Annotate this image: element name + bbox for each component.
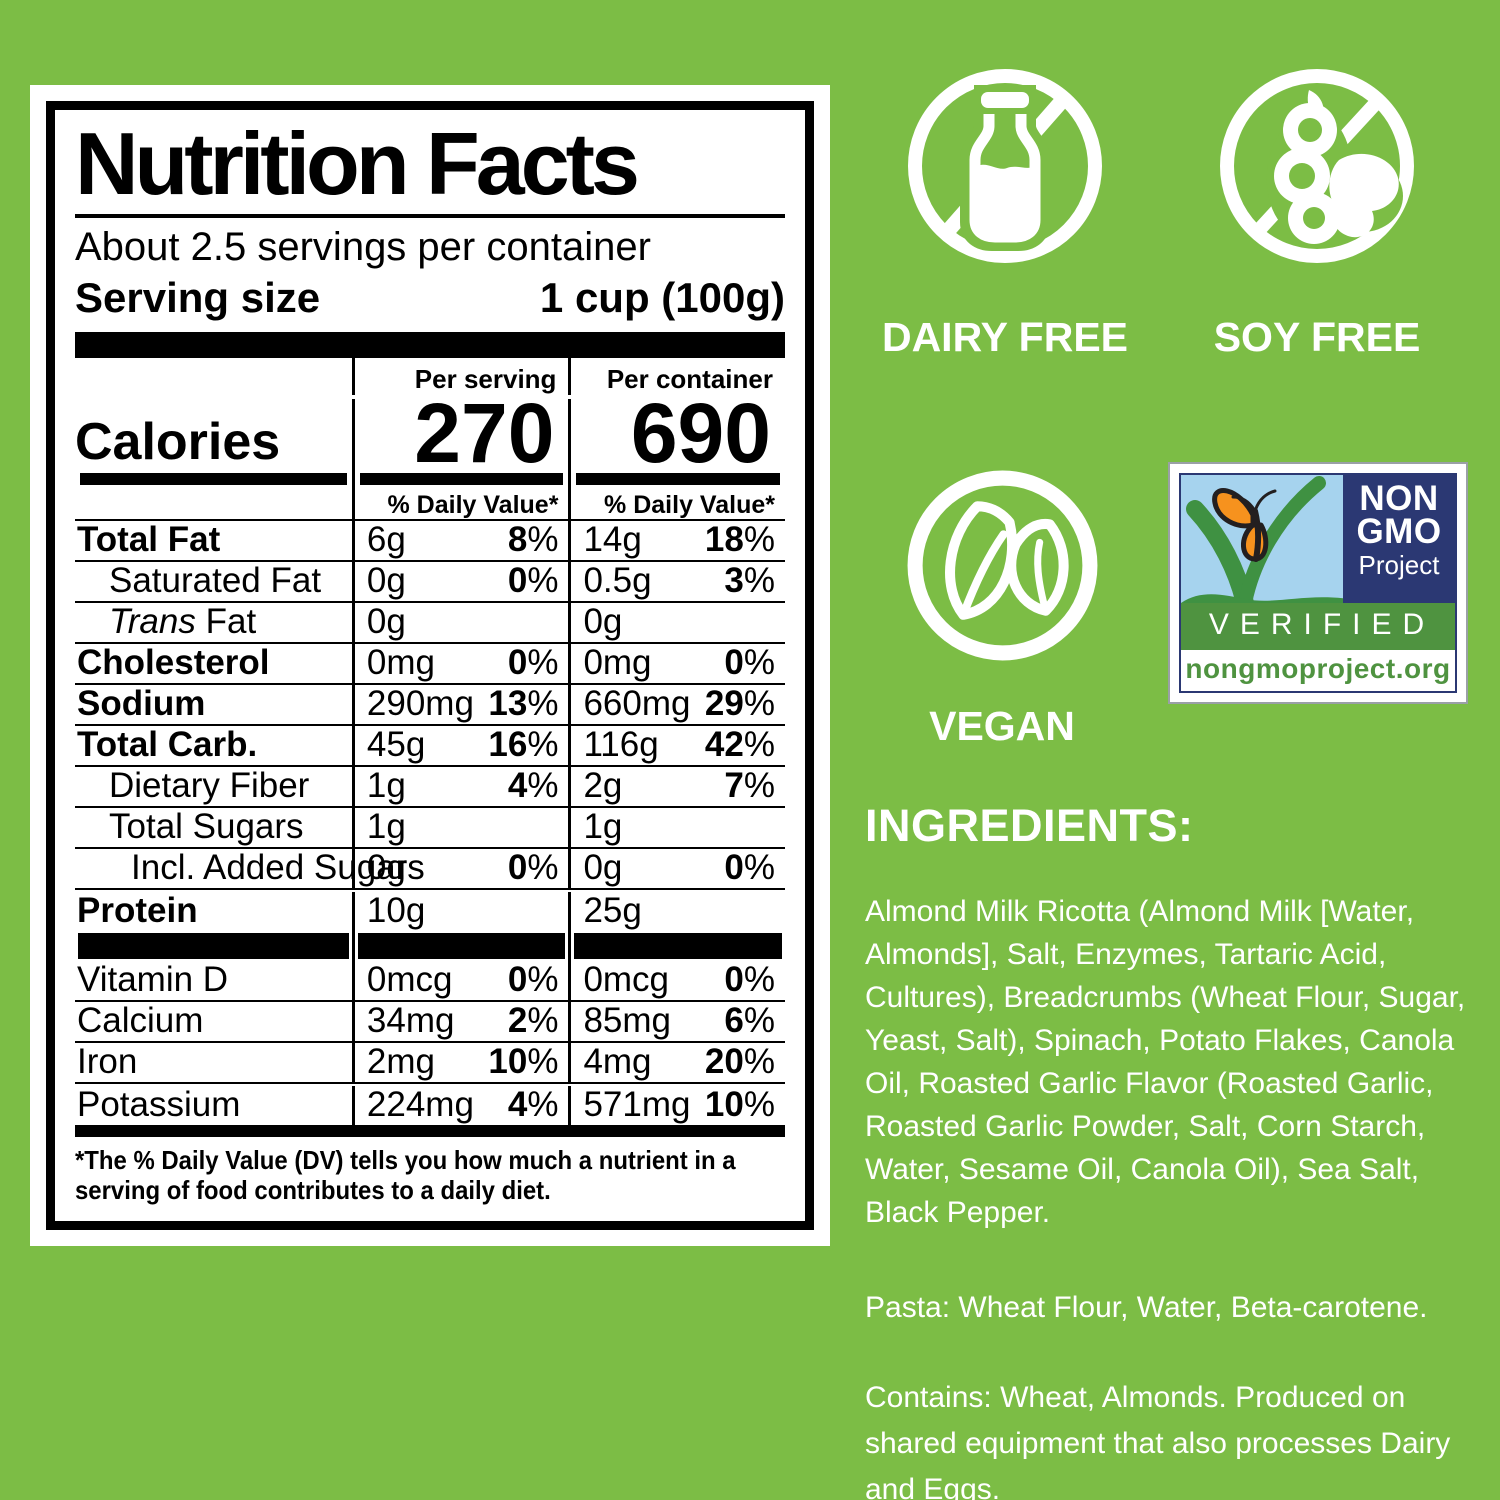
- table-row-vitamin-d: Vitamin D 0mcg 0% 0mcg 0%: [75, 961, 785, 1002]
- calories-per-container: 690: [568, 391, 785, 475]
- calories-row: Calories 270 690: [75, 390, 785, 475]
- nutrition-facts-frame: Nutrition Facts About 2.5 servings per c…: [46, 101, 814, 1230]
- footer-bar: [75, 1125, 785, 1137]
- ingredients-section: INGREDIENTS: Almond Milk Ricotta (Almond…: [865, 800, 1485, 1500]
- serving-size-row: Serving size 1 cup (100g): [75, 274, 785, 322]
- per-container-header: Per container: [568, 358, 785, 395]
- daily-value-header: % Daily Value*: [351, 487, 569, 520]
- per-serving-header: Per serving: [351, 358, 569, 395]
- badge-dairy-free: DAIRY FREE: [870, 62, 1140, 361]
- table-row-total-sugars: Total Sugars 1g 1g: [75, 808, 785, 849]
- table-row-trans-fat: Trans Fat 0g 0g: [75, 603, 785, 644]
- calories-per-serving: 270: [351, 391, 569, 475]
- table-row-total-fat: Total Fat 6g 8% 14g 18%: [75, 521, 785, 562]
- badge-label: DAIRY FREE: [881, 314, 1129, 360]
- ingredients-heading: INGREDIENTS:: [865, 800, 1194, 851]
- nutrition-facts-label: Nutrition Facts About 2.5 servings per c…: [30, 85, 830, 1246]
- table-row-iron: Iron 2mg 10% 4mg 20%: [75, 1043, 785, 1084]
- badge-label: SOY FREE: [1213, 314, 1421, 360]
- section-bar-row: [75, 931, 785, 961]
- table-row-total-carb: Total Carb. 45g 16% 116g 42%: [75, 726, 785, 767]
- table-row-saturated-fat: Saturated Fat 0g 0% 0.5g 3%: [75, 562, 785, 603]
- nongmo-url: nongmoproject.org: [1181, 650, 1455, 691]
- title-divider: [75, 214, 785, 218]
- nongmo-line1: NON: [1359, 479, 1439, 518]
- ingredients-list: Almond Milk Ricotta (Almond Milk [Water,…: [865, 895, 1466, 1229]
- table-row-added-sugars: Incl. Added Sugars 0g 0% 0g 0%: [75, 849, 785, 890]
- column-header-row: Per serving Per container: [75, 358, 785, 395]
- nongmo-butterfly-icon: [1181, 475, 1343, 603]
- table-row-dietary-fiber: Dietary Fiber 1g 4% 2g 7%: [75, 767, 785, 808]
- non-gmo-verified-logo: NON GMO Project VERIFIED nongmoproject.o…: [1168, 462, 1468, 704]
- serving-size-value: 1 cup (100g): [539, 274, 785, 321]
- no-soy-soybean-crossed-icon: [1220, 69, 1414, 263]
- servings-per-container: About 2.5 servings per container: [75, 225, 651, 269]
- calories-underline-row: [75, 468, 785, 487]
- table-row-potassium: Potassium 224mg 4% 571mg 10%: [75, 1084, 785, 1125]
- section-bar: [75, 332, 785, 358]
- no-dairy-milk-bottle-crossed-icon: [908, 69, 1102, 263]
- badge-label: VEGAN: [929, 703, 1075, 749]
- serving-size-label: Serving size: [75, 274, 321, 321]
- pasta-ingredients: Pasta: Wheat Flour, Water, Beta-carotene…: [865, 1291, 1428, 1324]
- nongmo-line2: GMO: [1356, 512, 1442, 552]
- badge-soy-free: SOY FREE: [1182, 62, 1452, 361]
- vegan-leaves-icon: [907, 470, 1097, 661]
- nongmo-verified-text: VERIFIED: [1181, 603, 1455, 650]
- daily-value-footnote: *The % Daily Value (DV) tells you how mu…: [75, 1145, 736, 1205]
- table-row-protein: Protein 10g 25g: [75, 890, 785, 931]
- daily-value-header: % Daily Value*: [568, 487, 785, 520]
- nongmo-line3: Project: [1358, 549, 1440, 580]
- allergen-statement: Contains: Wheat, Almonds. Produced on sh…: [865, 1381, 1451, 1500]
- nutrition-facts-title: Nutrition Facts: [75, 114, 640, 213]
- table-row-calcium: Calcium 34mg 2% 85mg 6%: [75, 1002, 785, 1043]
- calories-label: Calories: [75, 413, 281, 472]
- table-row-sodium: Sodium 290mg 13% 660mg 29%: [75, 685, 785, 726]
- badge-vegan: VEGAN: [867, 462, 1137, 750]
- daily-value-header-row: % Daily Value* % Daily Value*: [75, 487, 785, 521]
- table-row-cholesterol: Cholesterol 0mg 0% 0mg 0%: [75, 644, 785, 685]
